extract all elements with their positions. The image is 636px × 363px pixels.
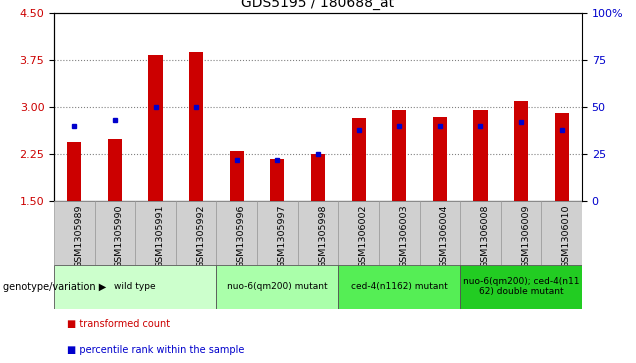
Bar bbox=[176, 201, 216, 265]
Bar bbox=[473, 110, 488, 201]
Text: GSM1306009: GSM1306009 bbox=[521, 205, 530, 268]
Text: GSM1305989: GSM1305989 bbox=[74, 205, 83, 268]
Bar bbox=[148, 56, 163, 201]
Bar bbox=[392, 110, 406, 201]
Text: GSM1305992: GSM1305992 bbox=[196, 205, 205, 268]
Bar bbox=[379, 201, 420, 265]
Text: GSM1305998: GSM1305998 bbox=[318, 205, 327, 268]
Bar bbox=[67, 142, 81, 201]
Bar bbox=[54, 265, 216, 309]
Text: ■ percentile rank within the sample: ■ percentile rank within the sample bbox=[67, 345, 244, 355]
Bar bbox=[541, 201, 582, 265]
Bar bbox=[501, 201, 541, 265]
Bar bbox=[432, 117, 447, 201]
Text: ■ transformed count: ■ transformed count bbox=[67, 319, 170, 329]
Text: GSM1306008: GSM1306008 bbox=[480, 205, 490, 268]
Bar bbox=[338, 201, 379, 265]
Bar bbox=[230, 151, 244, 201]
Text: GSM1305990: GSM1305990 bbox=[115, 205, 124, 268]
Bar bbox=[338, 265, 460, 309]
Text: GSM1306002: GSM1306002 bbox=[359, 205, 368, 268]
Text: GSM1305991: GSM1305991 bbox=[156, 205, 165, 268]
Bar bbox=[460, 265, 582, 309]
Bar bbox=[555, 113, 569, 201]
Bar bbox=[298, 201, 338, 265]
Bar bbox=[108, 139, 122, 201]
Bar bbox=[257, 201, 298, 265]
Bar bbox=[189, 52, 204, 201]
Text: GSM1306004: GSM1306004 bbox=[440, 205, 449, 268]
Bar bbox=[135, 201, 176, 265]
Bar bbox=[420, 201, 460, 265]
Bar bbox=[216, 265, 338, 309]
Text: GSM1306003: GSM1306003 bbox=[399, 205, 408, 268]
Text: nuo-6(qm200) mutant: nuo-6(qm200) mutant bbox=[227, 282, 328, 291]
Bar bbox=[95, 201, 135, 265]
Text: ced-4(n1162) mutant: ced-4(n1162) mutant bbox=[351, 282, 448, 291]
Title: GDS5195 / 180688_at: GDS5195 / 180688_at bbox=[242, 0, 394, 10]
Bar bbox=[216, 201, 257, 265]
Text: wild type: wild type bbox=[114, 282, 156, 291]
Bar bbox=[514, 101, 528, 201]
Bar bbox=[54, 201, 95, 265]
Text: nuo-6(qm200); ced-4(n11
62) double mutant: nuo-6(qm200); ced-4(n11 62) double mutan… bbox=[463, 277, 579, 297]
Text: genotype/variation ▶: genotype/variation ▶ bbox=[3, 282, 106, 292]
Text: GSM1306010: GSM1306010 bbox=[562, 205, 570, 268]
Bar bbox=[352, 118, 366, 201]
Text: GSM1305997: GSM1305997 bbox=[277, 205, 286, 268]
Bar bbox=[460, 201, 501, 265]
Bar bbox=[311, 154, 325, 201]
Text: GSM1305996: GSM1305996 bbox=[237, 205, 245, 268]
Bar bbox=[270, 159, 284, 201]
